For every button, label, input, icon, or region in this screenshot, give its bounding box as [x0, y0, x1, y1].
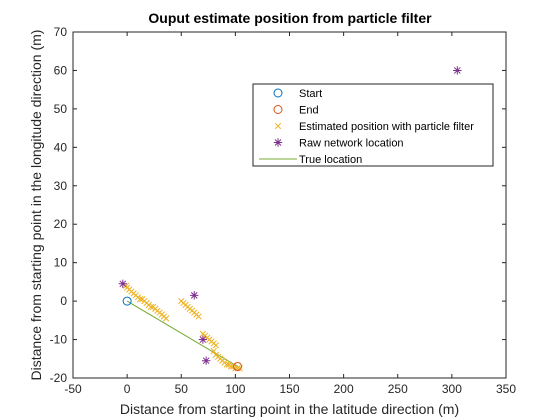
y-tick-label: 60: [54, 63, 68, 77]
end-point: [233, 361, 243, 371]
y-tick-label: 40: [54, 140, 68, 154]
raw-network-point: [190, 291, 199, 300]
y-tick-label: 50: [54, 102, 68, 116]
y-axis-label: Distance from starting point in the long…: [28, 30, 44, 381]
legend: Start End Estimated position with particle…: [252, 83, 494, 167]
x-tick-label: 350: [496, 382, 516, 396]
x-tick-label: -50: [64, 382, 82, 396]
x-axis-label: Distance from starting point in the lati…: [120, 401, 459, 417]
start-point: [122, 296, 132, 306]
legend-marker: [274, 122, 282, 130]
y-tick-label: -20: [50, 371, 68, 385]
x-tick-label: 50: [175, 382, 189, 396]
legend-label: Raw network location: [299, 138, 404, 150]
legend-label: Start: [299, 88, 322, 100]
x-axis: -50 0 50 100 150 200 250 300 350: [64, 32, 516, 396]
y-tick-label: 10: [54, 256, 68, 270]
legend-label: End: [299, 105, 319, 117]
y-tick-label: 0: [60, 294, 67, 308]
estimated-position-point: [136, 296, 144, 303]
raw-network-point: [453, 66, 462, 75]
y-tick-label: 20: [54, 217, 68, 231]
legend-marker: [273, 88, 283, 98]
x-tick-label: 100: [225, 382, 245, 396]
raw-network-point: [201, 356, 211, 365]
estimated-position-point: [162, 315, 170, 322]
estimated-position-point: [212, 342, 220, 349]
estimated-position-point: [227, 363, 235, 370]
estimated-position-point: [223, 361, 230, 368]
x-tick-label: 250: [388, 382, 408, 396]
legend-box: [252, 83, 494, 167]
estimated-position-point: [195, 313, 202, 320]
estimated-position-point: [210, 347, 217, 355]
x-tick-label: 150: [279, 382, 299, 396]
x-tick-label: 300: [442, 382, 462, 396]
estimated-position-point: [147, 303, 155, 311]
legend-marker: [273, 105, 283, 114]
x-tick-label: 0: [124, 382, 131, 396]
y-tick-label: 70: [54, 25, 68, 39]
legend-label: True location: [299, 154, 362, 166]
y-axis: -20 -10 0 10 20 30 40 50 60 70: [50, 25, 506, 385]
data-marks: [118, 66, 462, 372]
legend-marker: [273, 138, 283, 147]
raw-network-point: [118, 279, 127, 289]
raw-network-point: [198, 335, 208, 344]
x-tick-label: 200: [334, 382, 354, 396]
legend-label: Estimated position with particle filter: [299, 121, 474, 133]
y-tick-label: 30: [54, 179, 68, 193]
chart-title: Ouput estimate position from particle fi…: [148, 10, 432, 26]
y-tick-label: -10: [50, 333, 68, 347]
